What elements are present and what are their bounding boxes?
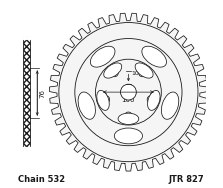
Text: Chain 532: Chain 532 — [19, 175, 66, 184]
Ellipse shape — [118, 113, 139, 124]
Circle shape — [125, 112, 132, 120]
Ellipse shape — [114, 128, 142, 144]
Polygon shape — [50, 13, 207, 171]
Polygon shape — [23, 147, 26, 150]
Circle shape — [111, 69, 118, 77]
Circle shape — [147, 96, 155, 103]
Text: JTR 827: JTR 827 — [169, 175, 204, 184]
Circle shape — [102, 96, 110, 103]
Polygon shape — [27, 36, 30, 39]
Ellipse shape — [142, 46, 167, 67]
Ellipse shape — [90, 46, 115, 67]
Circle shape — [120, 84, 136, 100]
Polygon shape — [27, 147, 30, 150]
Ellipse shape — [161, 92, 179, 119]
Text: 10.5: 10.5 — [131, 71, 145, 76]
Ellipse shape — [148, 90, 160, 110]
Circle shape — [138, 69, 146, 77]
Ellipse shape — [78, 92, 95, 119]
Text: 76: 76 — [39, 89, 45, 98]
Ellipse shape — [104, 63, 122, 78]
Bar — [23, 36, 30, 150]
Ellipse shape — [135, 63, 153, 78]
Ellipse shape — [97, 90, 109, 110]
Polygon shape — [23, 36, 26, 39]
Text: 100: 100 — [122, 97, 135, 103]
